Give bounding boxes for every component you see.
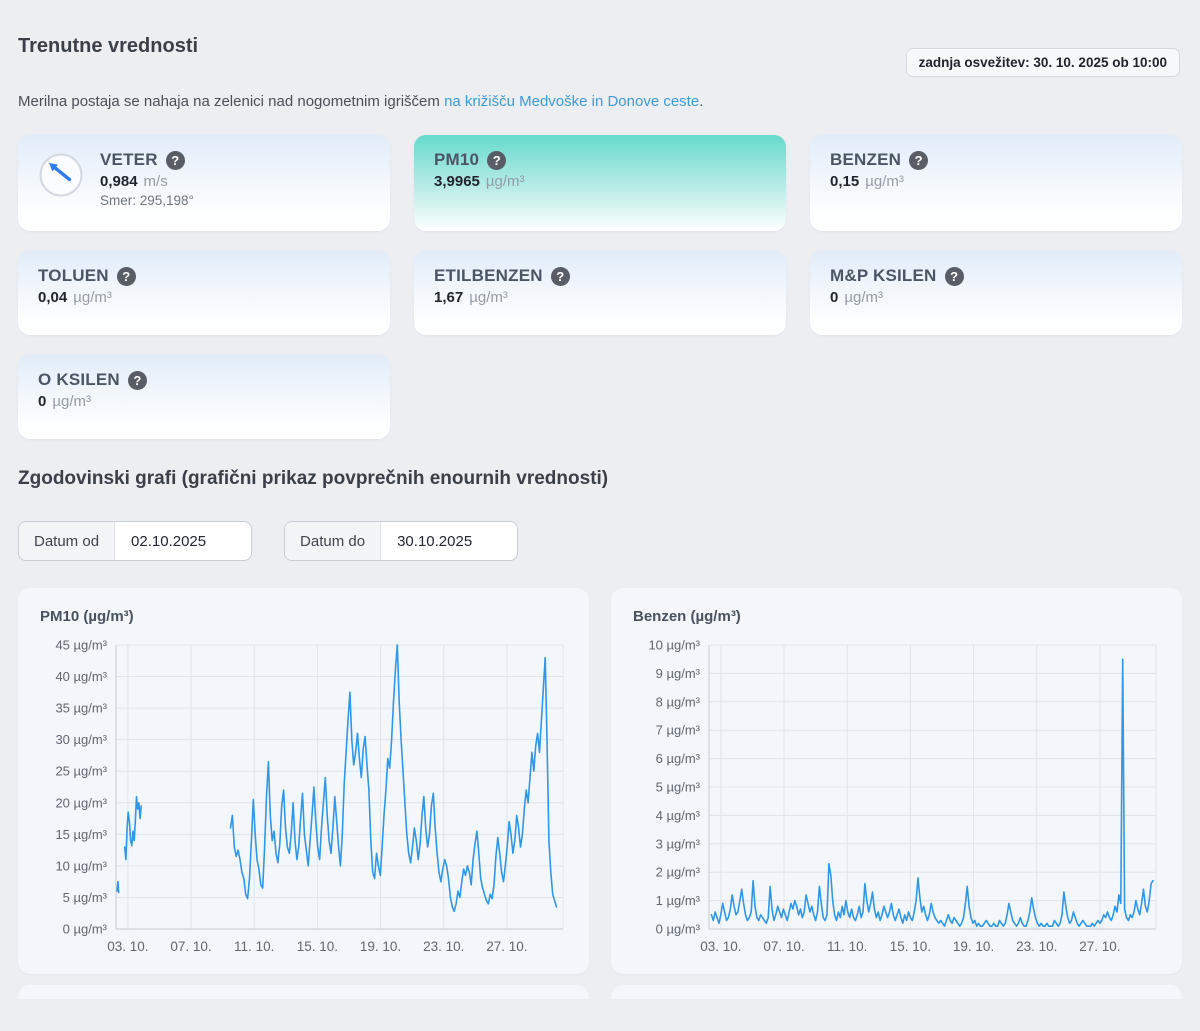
svg-text:23. 10.: 23. 10.	[423, 939, 464, 954]
svg-text:45 µg/m³: 45 µg/m³	[55, 638, 107, 653]
svg-text:07. 10.: 07. 10.	[170, 939, 211, 954]
svg-text:19. 10.: 19. 10.	[360, 939, 401, 954]
card-mp-ksilen[interactable]: M&P KSILEN ? 0 µg/m³	[810, 251, 1182, 335]
card-value: 0,04	[38, 289, 68, 306]
svg-text:27. 10.: 27. 10.	[1079, 939, 1120, 954]
svg-text:7 µg/m³: 7 µg/m³	[656, 723, 701, 738]
card-title: M&P KSILEN	[830, 266, 937, 285]
benzen-chart-panel: Benzen (µg/m³) 0 µg/m³ 1 µg/m³ 2 µg/m³ 3 µg…	[611, 588, 1182, 974]
date-from-input[interactable]: 02.10.2025	[131, 532, 207, 550]
last-update-badge: zadnja osvežitev: 30. 10. 2025 ob 10:00	[905, 48, 1180, 77]
benzen-chart-title: Benzen (µg/m³)	[633, 608, 741, 625]
date-to-label: Datum do	[285, 522, 382, 560]
next-charts-row-partial	[18, 985, 1182, 999]
svg-text:6 µg/m³: 6 µg/m³	[656, 751, 701, 766]
card-unit: µg/m³	[52, 393, 91, 410]
station-description: Merilna postaja se nahaja na zelenici na…	[18, 92, 1182, 112]
svg-text:35 µg/m³: 35 µg/m³	[55, 701, 107, 716]
svg-text:11. 10.: 11. 10.	[234, 939, 274, 954]
date-from-group: Datum od 02.10.2025	[18, 521, 253, 561]
svg-text:1 µg/m³: 1 µg/m³	[656, 893, 701, 908]
wind-direction-icon	[39, 153, 83, 197]
card-pm10[interactable]: PM10 ? 3,9965 µg/m³	[414, 135, 786, 231]
svg-text:25 µg/m³: 25 µg/m³	[55, 764, 107, 779]
station-location-link[interactable]: na križišču Medvoške in Donove ceste	[444, 93, 700, 110]
svg-text:10 µg/m³: 10 µg/m³	[55, 858, 107, 873]
next-chart-panel-partial	[18, 985, 589, 999]
svg-text:15 µg/m³: 15 µg/m³	[55, 827, 107, 842]
pm10-chart-panel: PM10 (µg/m³) 0 µg/m³ 5 µg/m³ 10 µg/m³ 15 µg…	[18, 588, 589, 974]
card-unit: m/s	[143, 173, 168, 190]
date-to-group: Datum do 30.10.2025	[284, 521, 519, 561]
date-to-input[interactable]: 30.10.2025	[397, 532, 473, 550]
help-icon[interactable]: ?	[165, 150, 185, 170]
card-title: VETER	[100, 150, 158, 169]
svg-text:15. 10.: 15. 10.	[890, 939, 931, 954]
charts-row: PM10 (µg/m³) 0 µg/m³ 5 µg/m³ 10 µg/m³ 15 µg…	[18, 588, 1182, 974]
card-unit: µg/m³	[844, 289, 883, 306]
help-icon[interactable]: ?	[944, 266, 964, 286]
next-chart-panel-partial	[611, 985, 1182, 999]
card-etilbenzen[interactable]: ETILBENZEN ? 1,67 µg/m³	[414, 251, 786, 335]
card-value: 0	[38, 393, 47, 410]
svg-text:03. 10.: 03. 10.	[700, 939, 741, 954]
card-title: PM10	[434, 150, 480, 169]
card-unit: µg/m³	[73, 289, 112, 306]
svg-text:15. 10.: 15. 10.	[297, 939, 338, 954]
date-from-label: Datum od	[19, 522, 116, 560]
svg-text:0 µg/m³: 0 µg/m³	[63, 922, 108, 937]
station-description-text: Merilna postaja se nahaja na zelenici na…	[18, 93, 445, 110]
card-title: ETILBENZEN	[434, 266, 543, 285]
help-icon[interactable]: ?	[116, 266, 136, 286]
card-title: TOLUEN	[38, 266, 109, 285]
card-title: BENZEN	[830, 150, 902, 169]
svg-text:27. 10.: 27. 10.	[486, 939, 527, 954]
card-toluen[interactable]: TOLUEN ? 0,04 µg/m³	[18, 251, 390, 335]
help-icon[interactable]: ?	[127, 370, 147, 390]
svg-text:3 µg/m³: 3 µg/m³	[656, 836, 701, 851]
help-icon[interactable]: ?	[487, 150, 507, 170]
date-filter-row: Datum od 02.10.2025 Datum do 30.10.2025	[18, 521, 1182, 561]
card-unit: µg/m³	[485, 173, 525, 190]
card-value: 0,15	[830, 173, 860, 190]
svg-text:30 µg/m³: 30 µg/m³	[55, 732, 107, 747]
history-section-title: Zgodovinski grafi (grafični prikaz povpr…	[18, 468, 609, 489]
card-title: O KSILEN	[38, 370, 120, 389]
card-unit: µg/m³	[469, 289, 508, 306]
card-value: 0,984	[100, 173, 138, 190]
svg-text:20 µg/m³: 20 µg/m³	[55, 795, 107, 810]
svg-text:11. 10.: 11. 10.	[827, 939, 867, 954]
svg-text:03. 10.: 03. 10.	[107, 939, 148, 954]
svg-text:0 µg/m³: 0 µg/m³	[656, 922, 701, 937]
svg-text:19. 10.: 19. 10.	[953, 939, 994, 954]
svg-text:10 µg/m³: 10 µg/m³	[648, 638, 700, 653]
svg-text:5 µg/m³: 5 µg/m³	[63, 890, 108, 905]
svg-text:4 µg/m³: 4 µg/m³	[656, 808, 701, 823]
card-unit: µg/m³	[865, 173, 904, 190]
card-value: 1,67	[434, 289, 464, 306]
benzen-chart: 0 µg/m³ 1 µg/m³ 2 µg/m³ 3 µg/m³ 4 µg/m³ 5 µg/…	[648, 638, 1157, 954]
pm10-chart: 0 µg/m³ 5 µg/m³ 10 µg/m³ 15 µg/m³ 20 µg/m³ 25…	[55, 638, 564, 954]
card-value: 3,9965	[434, 173, 480, 190]
help-icon[interactable]: ?	[909, 150, 929, 170]
pm10-chart-title: PM10 (µg/m³)	[40, 608, 134, 625]
card-o-ksilen[interactable]: O KSILEN ? 0 µg/m³	[18, 355, 390, 439]
svg-text:07. 10.: 07. 10.	[763, 939, 804, 954]
help-icon[interactable]: ?	[550, 266, 570, 286]
svg-text:9 µg/m³: 9 µg/m³	[656, 666, 701, 681]
card-veter[interactable]: VETER ? 0,984 m/s Smer: 295,198°	[18, 135, 390, 231]
wind-direction-value: Smer: 295,198°	[100, 193, 194, 208]
current-values-grid: VETER ? 0,984 m/s Smer: 295,198° PM10 ? 3…	[18, 135, 1182, 439]
svg-text:2 µg/m³: 2 µg/m³	[656, 865, 701, 880]
station-description-period: .	[699, 93, 704, 110]
card-value: 0	[830, 289, 839, 306]
svg-text:8 µg/m³: 8 µg/m³	[656, 694, 701, 709]
page-title: Trenutne vrednosti	[18, 35, 199, 57]
card-benzen[interactable]: BENZEN ? 0,15 µg/m³	[810, 135, 1182, 231]
svg-text:40 µg/m³: 40 µg/m³	[55, 669, 107, 684]
svg-text:5 µg/m³: 5 µg/m³	[656, 780, 701, 795]
svg-text:23. 10.: 23. 10.	[1016, 939, 1057, 954]
